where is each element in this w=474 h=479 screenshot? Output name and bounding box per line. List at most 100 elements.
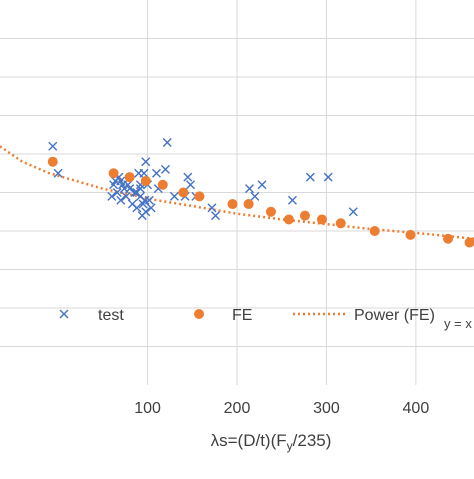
test-point [245,184,255,194]
legend-test-x [59,309,69,319]
x-stroke [287,195,297,205]
test-point [146,203,156,213]
x-stroke [135,191,145,201]
test-point [121,191,131,201]
test-point [107,191,117,201]
test-point [141,157,151,167]
fe-point [178,187,189,198]
test-point [287,195,297,205]
grid [0,0,474,385]
legend-fe-label: FE [232,307,252,324]
fe-series [47,156,474,248]
test-point [135,184,145,194]
x-stroke [146,203,156,213]
fe-point [194,191,205,202]
x-stroke [305,172,315,182]
x-stroke [211,211,221,221]
test-point [144,195,154,205]
x-stroke [137,211,147,221]
test-point [132,203,142,213]
x-axis-label: λs=(D/t)(Fy/235) [211,431,332,453]
fe-point [369,226,380,236]
x-stroke [53,168,63,178]
fe-point [299,210,310,221]
test-point [53,168,63,178]
test-point [211,211,221,221]
legend-trend-label: Power (FE) [354,307,435,324]
test-point [162,137,172,147]
x-stroke [152,168,162,178]
x-stroke [169,191,179,201]
fe-point [108,168,119,179]
legend-fe-dot [194,309,204,319]
x-stroke [185,180,195,190]
x-stroke [250,191,260,201]
x-stroke [162,137,172,147]
test-point [48,141,58,151]
fe-point [443,233,454,244]
x-stroke [183,172,193,182]
x-stroke [110,176,120,186]
test-point [207,203,217,213]
x-stroke [160,164,170,174]
legend-fe-marker [194,309,204,319]
x-stroke [116,195,126,205]
fe-point [464,237,474,248]
x-stroke [245,184,255,194]
test-point [112,188,122,197]
test-point [130,188,140,197]
x-stroke [107,191,117,201]
fe-point [265,206,276,217]
x-stroke [132,203,142,213]
fe-point [316,214,327,225]
test-point [183,172,193,182]
x-axis-label-sub: y [287,439,293,453]
x-stroke [257,180,267,190]
x-stroke [48,141,58,151]
test-point [250,191,260,201]
trendline-path [0,145,474,240]
x-stroke [112,188,122,197]
test-point [257,180,267,190]
x-stroke [121,191,131,201]
fe-point [335,218,346,229]
x-axis-label-main: λs=(D/t)(F [211,431,287,450]
test-point [116,195,126,205]
legend-test-label: test [98,307,124,324]
x-tick-label: 400 [403,400,430,417]
fe-point [140,175,151,186]
x-tick-label: 100 [134,400,161,417]
x-stroke [127,199,137,209]
x-stroke [144,195,154,205]
test-point [119,184,129,194]
x-stroke [138,199,148,209]
test-point [139,168,149,178]
x-stroke [130,188,140,197]
x-stroke [119,184,129,194]
test-point [305,172,315,182]
test-point [152,168,162,178]
trendline-series [0,145,474,240]
test-point [137,211,147,221]
legend: test FE Power (FE) y = x [59,307,472,331]
x-axis-label-tail: /235) [293,431,332,450]
x-stroke [135,184,145,194]
x-tick-label: 200 [224,400,251,417]
x-stroke [348,207,358,217]
fe-point [405,229,416,240]
test-point [169,191,179,201]
x-stroke [207,203,217,213]
test-point [138,199,148,209]
fe-point [157,179,168,190]
test-point [348,207,358,217]
legend-trend-equation: y = x [444,316,472,331]
fe-point [283,214,294,225]
fe-point [124,172,135,183]
legend-test-marker [59,309,69,319]
test-series [48,137,358,221]
fe-point [227,199,238,210]
fe-point [243,199,254,210]
x-stroke [323,172,333,182]
